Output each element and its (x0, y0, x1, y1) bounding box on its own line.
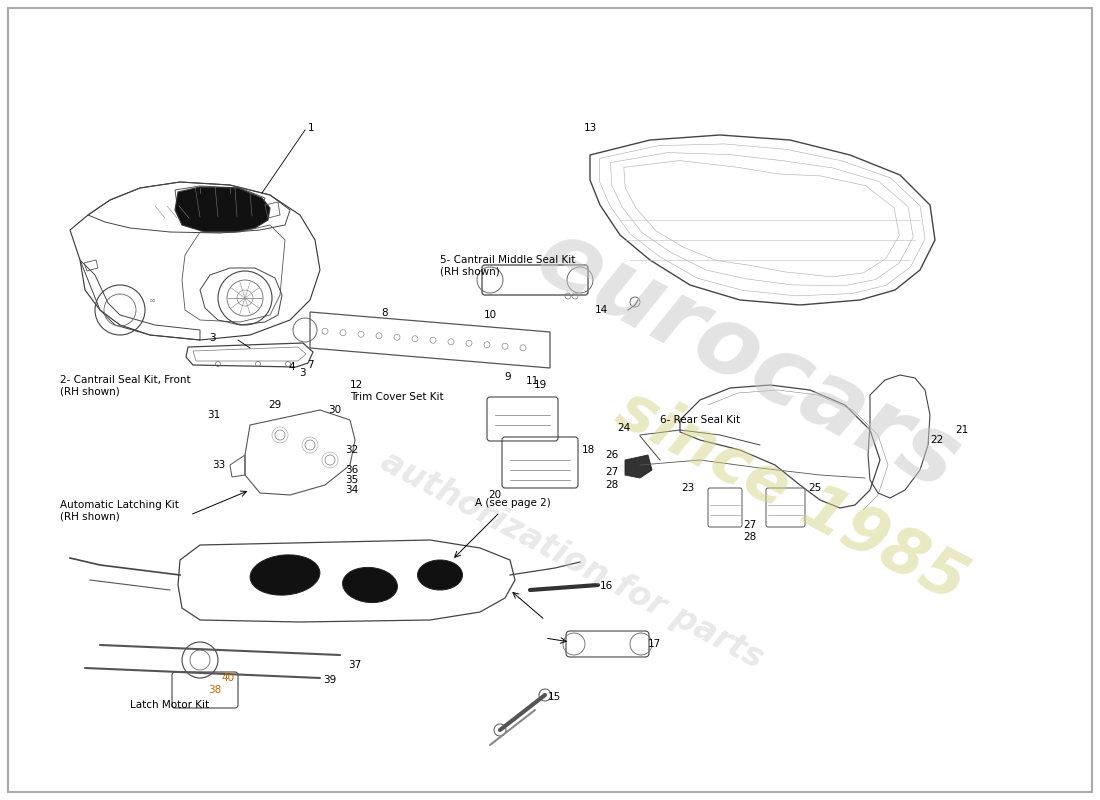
Text: 15: 15 (548, 692, 561, 702)
Text: 27: 27 (744, 520, 757, 530)
Text: 2- Cantrail Seal Kit, Front
(RH shown): 2- Cantrail Seal Kit, Front (RH shown) (60, 375, 190, 397)
Text: 5- Cantrail Middle Seal Kit
(RH shown): 5- Cantrail Middle Seal Kit (RH shown) (440, 255, 575, 277)
Polygon shape (625, 455, 652, 478)
Text: 1: 1 (308, 123, 315, 133)
Text: 13: 13 (583, 123, 596, 133)
Text: 11: 11 (526, 376, 539, 386)
Text: 16: 16 (600, 581, 614, 591)
Text: 28: 28 (605, 480, 618, 490)
Text: Automatic Latching Kit
(RH shown): Automatic Latching Kit (RH shown) (60, 500, 179, 522)
Text: 18: 18 (582, 445, 595, 455)
Text: 39: 39 (323, 675, 337, 685)
Text: A (see page 2): A (see page 2) (475, 498, 551, 508)
Text: 14: 14 (595, 305, 608, 315)
Text: authorization for parts: authorization for parts (375, 445, 769, 675)
Ellipse shape (342, 567, 397, 602)
Text: 40: 40 (221, 673, 234, 683)
Text: 17: 17 (648, 639, 661, 649)
Text: eurocars: eurocars (521, 210, 975, 510)
Text: 33: 33 (211, 460, 226, 470)
Text: 21: 21 (955, 425, 968, 435)
Text: 4: 4 (288, 362, 295, 372)
Text: 29: 29 (268, 400, 282, 410)
Text: ∞: ∞ (148, 295, 155, 305)
Text: 22: 22 (930, 435, 944, 445)
Text: 8: 8 (382, 308, 388, 318)
Text: 37: 37 (349, 660, 362, 670)
Text: 7: 7 (307, 360, 314, 370)
Text: 6- Rear Seal Kit: 6- Rear Seal Kit (660, 415, 740, 425)
Text: 9: 9 (505, 372, 512, 382)
Text: 23: 23 (682, 483, 695, 493)
Text: 10: 10 (483, 310, 496, 320)
Text: Latch Motor Kit: Latch Motor Kit (130, 700, 209, 710)
Text: 31: 31 (207, 410, 220, 420)
Text: 24: 24 (617, 423, 630, 433)
Text: 38: 38 (208, 685, 221, 695)
Text: 25: 25 (808, 483, 822, 493)
Text: 35: 35 (345, 475, 359, 485)
Text: 32: 32 (345, 445, 359, 455)
Text: 12
Trim Cover Set Kit: 12 Trim Cover Set Kit (350, 380, 443, 402)
Text: 3: 3 (299, 368, 306, 378)
Text: 27: 27 (605, 467, 618, 477)
Text: 30: 30 (329, 405, 342, 415)
Ellipse shape (418, 560, 462, 590)
Ellipse shape (250, 555, 320, 595)
Text: since 1985: since 1985 (607, 378, 977, 614)
Text: 26: 26 (605, 450, 618, 460)
Text: 20: 20 (488, 490, 502, 500)
Polygon shape (175, 187, 270, 232)
Text: 3: 3 (209, 333, 216, 343)
Text: 36: 36 (345, 465, 359, 475)
Text: 34: 34 (345, 485, 359, 495)
Text: 19: 19 (534, 380, 547, 390)
Text: 28: 28 (744, 532, 757, 542)
